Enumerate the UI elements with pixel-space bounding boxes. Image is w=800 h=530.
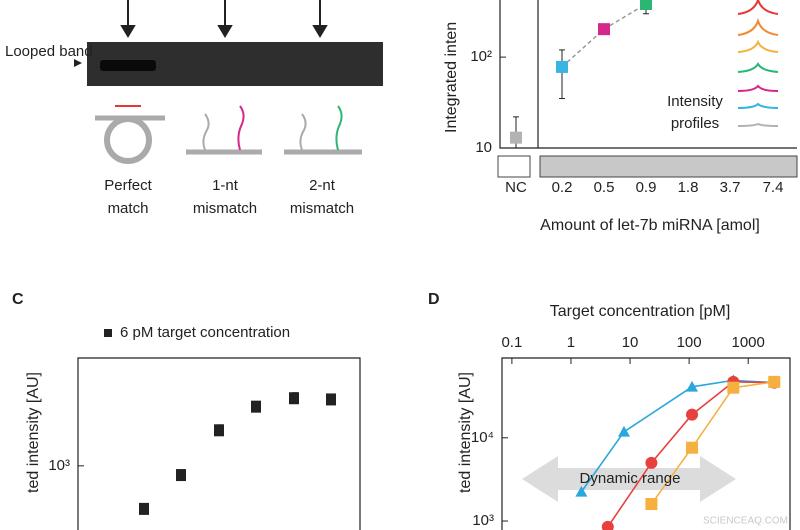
series-line [650,381,775,505]
marker [326,393,336,406]
marker [598,23,610,36]
x-tick-label: 0.1 [501,334,522,351]
marker [214,424,224,437]
y-axis-label: ted intensity [AU] [25,372,42,493]
x-tick-label: 3.7 [720,179,741,196]
legend-marker [104,329,112,337]
x-tick-label: 0.2 [552,179,573,196]
watermark: SCIENCEAQ.COM [703,516,788,527]
marker [176,469,186,482]
loop [104,116,152,164]
marker [645,498,658,511]
marker [727,381,740,394]
marker [251,400,261,413]
y-tick-label: 10 [475,139,492,156]
marker [556,60,568,73]
panel-label: C [12,291,24,308]
x-tick-label: 0.5 [594,179,615,196]
panel-c-frame [77,357,361,530]
panel-d-frame [501,357,791,530]
column-label: 1-nt [212,177,239,194]
y-tick-label: 10³ [472,512,494,529]
marker [139,502,149,515]
column-label: Perfect [104,177,152,194]
y-axis-label: Integrated inten [443,22,460,133]
marker [686,380,699,392]
marker [575,485,588,497]
y-tick-label: 10³ [48,457,70,474]
x-tick-label: 1 [567,334,575,351]
y-tick-label: 10⁴ [471,429,494,446]
marker [645,456,658,469]
arrows [120,0,328,38]
x-tick-label: 7.4 [763,179,784,196]
strand [202,113,210,151]
y-axis-label: ted intensity [AU] [457,372,474,493]
marker [686,441,699,454]
gel-strip [497,155,531,178]
column-label: 2-nt [309,177,336,194]
y-tick-label: 10² [470,48,492,65]
panel-b-frame [497,0,798,178]
marker [617,425,630,437]
x-axis-label: Amount of let-7b miRNA [amol] [540,217,760,234]
x-axis-label: Target concentration [pM] [550,303,731,320]
panel-label: D [428,291,440,308]
gel-band [100,60,156,71]
x-tick-label: 100 [677,334,702,351]
x-tick-label: 0.9 [636,179,657,196]
trend-segment [603,3,647,30]
annotation: Dynamic range [580,470,681,487]
x-tick-label: 1000 [732,334,765,351]
trend-segment [561,28,605,68]
range-arrow [522,456,736,502]
panel-a: Looped band Perfect match 1-nt mismatch … [5,0,383,217]
x-tick-label: 10 [622,334,639,351]
pointer [74,59,82,67]
marker [289,392,299,405]
marker [601,520,614,530]
strand [237,105,245,151]
x-tick-label: NC [505,179,527,196]
column-label: mismatch [290,200,354,217]
gel-strip [539,155,798,178]
marker [510,131,522,144]
annotation: profiles [671,115,719,132]
legend-label: 6 pM target concentration [120,324,290,341]
strand [299,113,307,151]
band-label: Looped band [5,43,93,60]
column-label: match [108,200,149,217]
strand [335,105,343,151]
column-label: mismatch [193,200,257,217]
marker [768,375,781,388]
marker [686,408,699,421]
series-line [607,381,775,528]
marker [640,0,652,11]
intensity-profiles [737,0,779,127]
annotation: Intensity [667,93,723,110]
x-tick-label: 1.8 [678,179,699,196]
